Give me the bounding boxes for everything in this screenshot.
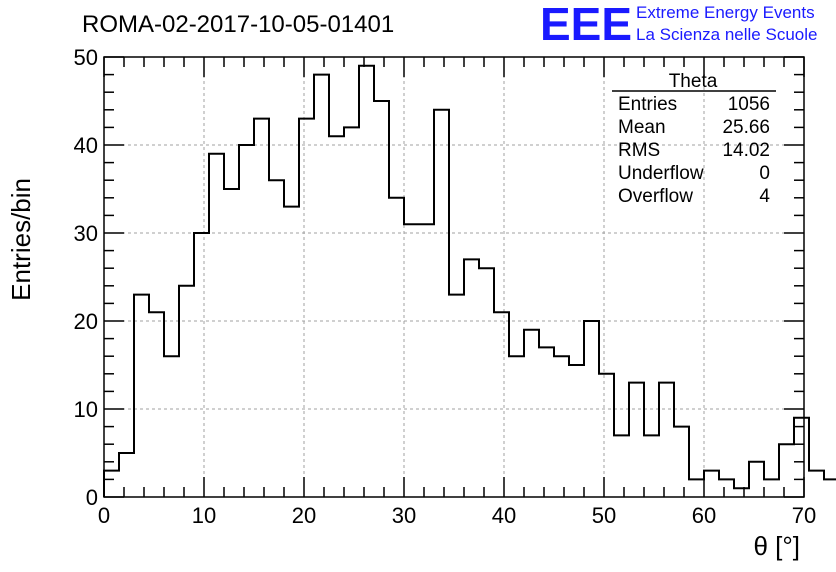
stats-value: 25.66 bbox=[722, 117, 770, 138]
x-tick-label: 50 bbox=[592, 503, 616, 528]
stats-value: 0 bbox=[759, 163, 770, 184]
stats-label: Mean bbox=[618, 117, 666, 138]
y-tick-label: 50 bbox=[74, 45, 98, 70]
y-tick-label: 10 bbox=[74, 397, 98, 422]
x-tick-labels: 0 10 20 30 40 50 60 70 bbox=[98, 503, 816, 528]
logo-mark: EEE bbox=[540, 0, 632, 50]
stats-label: Underflow bbox=[618, 163, 704, 184]
x-tick-label: 70 bbox=[792, 503, 816, 528]
x-tick-label: 10 bbox=[192, 503, 216, 528]
grid-lines bbox=[104, 57, 804, 497]
x-tick-label: 0 bbox=[98, 503, 110, 528]
axis-ticks bbox=[103, 56, 805, 498]
x-tick-label: 30 bbox=[392, 503, 416, 528]
x-tick-label: 20 bbox=[292, 503, 316, 528]
logo-line-2: La Scienza nelle Scuole bbox=[636, 25, 817, 44]
plot-frame bbox=[103, 56, 805, 498]
eee-logo: EEE Extreme Energy Events La Scienza nel… bbox=[540, 0, 817, 50]
stats-box: Theta Entries 1056 Mean 25.66 RMS 14.02 Underf… bbox=[612, 71, 776, 207]
stats-value: 1056 bbox=[728, 94, 770, 115]
y-tick-labels: 0 10 20 30 40 50 bbox=[74, 45, 98, 510]
stats-value: 4 bbox=[759, 186, 770, 207]
x-axis-title: θ [°] bbox=[753, 531, 800, 561]
x-tick-label: 40 bbox=[492, 503, 516, 528]
histogram-series bbox=[103, 64, 836, 497]
stats-value: 14.02 bbox=[722, 140, 770, 161]
y-tick-label: 30 bbox=[74, 221, 98, 246]
y-axis-title: Entries/bin bbox=[6, 178, 36, 301]
y-tick-label: 20 bbox=[74, 309, 98, 334]
stats-label: Overflow bbox=[618, 186, 693, 207]
y-tick-label: 0 bbox=[86, 485, 98, 510]
chart-title: ROMA-02-2017-10-05-01401 bbox=[82, 11, 394, 38]
stats-box-title: Theta bbox=[669, 71, 718, 92]
x-tick-label: 60 bbox=[692, 503, 716, 528]
y-tick-label: 40 bbox=[74, 133, 98, 158]
stats-label: Entries bbox=[618, 94, 677, 115]
stats-label: RMS bbox=[618, 140, 660, 161]
logo-line-1: Extreme Energy Events bbox=[636, 3, 815, 22]
